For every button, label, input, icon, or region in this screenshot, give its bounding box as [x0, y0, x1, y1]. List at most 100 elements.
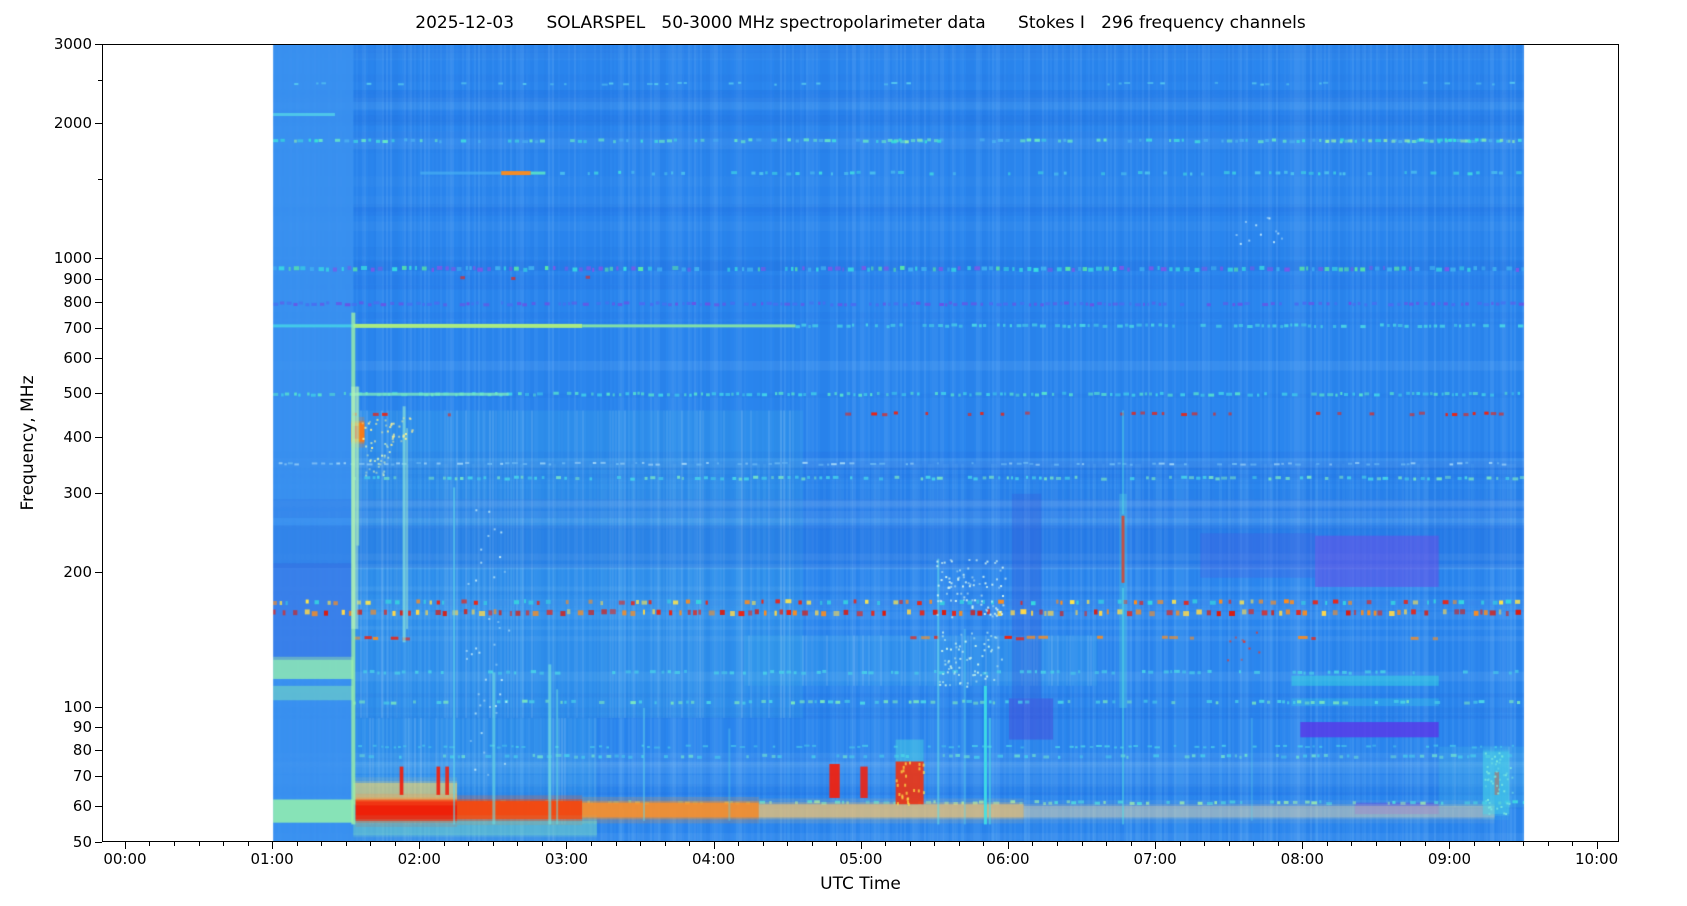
y-tick-label: 600	[63, 348, 92, 367]
x-tick-label: 01:00	[250, 850, 294, 868]
y-minor-tick	[98, 179, 102, 181]
y-major-tick	[95, 278, 102, 280]
x-minor-tick	[1253, 842, 1255, 846]
x-minor-tick	[615, 842, 617, 846]
x-minor-tick	[1326, 842, 1328, 846]
plot-area	[102, 44, 1619, 842]
x-major-tick	[1449, 842, 1451, 849]
x-minor-tick	[1032, 842, 1034, 846]
y-major-tick	[95, 393, 102, 395]
x-minor-tick	[492, 842, 494, 846]
y-major-tick	[95, 258, 102, 260]
y-tick-label: 200	[63, 562, 92, 581]
x-minor-tick	[738, 842, 740, 846]
x-minor-tick	[787, 842, 789, 846]
x-minor-tick	[1375, 842, 1377, 846]
y-major-tick	[95, 842, 102, 843]
x-tick-label: 08:00	[1280, 850, 1324, 868]
x-minor-tick	[1400, 842, 1402, 846]
y-tick-label: 50	[72, 833, 92, 851]
x-tick-label: 03:00	[544, 850, 589, 868]
x-minor-tick	[1473, 842, 1475, 846]
x-minor-tick	[443, 842, 445, 846]
x-minor-tick	[1228, 842, 1230, 846]
x-minor-tick	[198, 842, 200, 846]
x-tick-label: 04:00	[692, 850, 736, 868]
y-tick-label: 3000	[53, 35, 92, 53]
x-minor-tick	[1130, 842, 1132, 846]
x-minor-tick	[1179, 842, 1181, 846]
x-minor-tick	[1204, 842, 1206, 846]
x-minor-tick	[1424, 842, 1426, 846]
x-tick-label: 10:00	[1575, 850, 1619, 868]
y-tick-label: 300	[63, 483, 92, 502]
x-minor-tick	[762, 842, 764, 846]
x-minor-tick	[934, 842, 936, 846]
x-major-tick	[1155, 842, 1157, 849]
y-tick-label: 500	[63, 384, 92, 403]
x-minor-tick	[1351, 842, 1353, 846]
x-minor-tick	[1081, 842, 1083, 846]
y-major-tick	[95, 44, 102, 45]
x-minor-tick	[296, 842, 298, 846]
x-tick-label: 05:00	[839, 850, 883, 868]
x-minor-tick	[1572, 842, 1574, 846]
y-major-tick	[95, 301, 102, 303]
y-major-tick	[95, 327, 102, 329]
y-tick-label: 80	[72, 741, 92, 760]
x-minor-tick	[1277, 842, 1279, 846]
x-axis-label: UTC Time	[820, 874, 901, 894]
x-minor-tick	[247, 842, 249, 846]
chart-title: 2025-12-03 SOLARSPEL 50-3000 MHz spectro…	[415, 13, 1306, 33]
x-minor-tick	[517, 842, 519, 846]
x-tick-label: 00:00	[103, 850, 147, 868]
x-major-tick	[566, 842, 568, 849]
x-minor-tick	[149, 842, 151, 846]
y-major-tick	[95, 750, 102, 752]
y-major-tick	[95, 706, 102, 708]
y-tick-label: 900	[63, 269, 92, 288]
x-tick-label: 02:00	[397, 850, 441, 868]
x-minor-tick	[689, 842, 691, 846]
x-minor-tick	[1523, 842, 1525, 846]
y-major-tick	[95, 727, 102, 729]
x-minor-tick	[811, 842, 813, 846]
y-tick-label: 800	[63, 292, 92, 311]
y-tick-label: 400	[63, 427, 92, 446]
x-tick-label: 09:00	[1427, 850, 1472, 868]
x-minor-tick	[983, 842, 985, 846]
x-minor-tick	[664, 842, 666, 846]
x-tick-label: 07:00	[1133, 850, 1177, 868]
x-minor-tick	[1106, 842, 1108, 846]
x-minor-tick	[909, 842, 911, 846]
x-minor-tick	[370, 842, 372, 846]
x-minor-tick	[1057, 842, 1059, 846]
y-tick-label: 60	[72, 797, 92, 816]
x-minor-tick	[590, 842, 592, 846]
y-major-tick	[95, 806, 102, 808]
x-minor-tick	[885, 842, 887, 846]
x-minor-tick	[394, 842, 396, 846]
x-minor-tick	[468, 842, 470, 846]
x-major-tick	[713, 842, 715, 849]
spectrogram-canvas	[103, 45, 1618, 841]
y-axis-label: Frequency, MHz	[18, 375, 38, 511]
x-minor-tick	[1498, 842, 1500, 846]
x-major-tick	[860, 842, 862, 849]
y-major-tick	[95, 776, 102, 778]
x-minor-tick	[345, 842, 347, 846]
x-minor-tick	[223, 842, 225, 846]
x-major-tick	[1596, 842, 1598, 849]
x-major-tick	[1007, 842, 1009, 849]
y-tick-label: 90	[72, 718, 92, 737]
y-major-tick	[95, 123, 102, 125]
y-major-tick	[95, 492, 102, 494]
x-major-tick	[419, 842, 421, 849]
x-minor-tick	[541, 842, 543, 846]
x-major-tick	[1302, 842, 1304, 849]
y-major-tick	[95, 571, 102, 573]
y-minor-tick	[98, 79, 102, 81]
y-major-tick	[95, 436, 102, 438]
x-major-tick	[124, 842, 126, 849]
